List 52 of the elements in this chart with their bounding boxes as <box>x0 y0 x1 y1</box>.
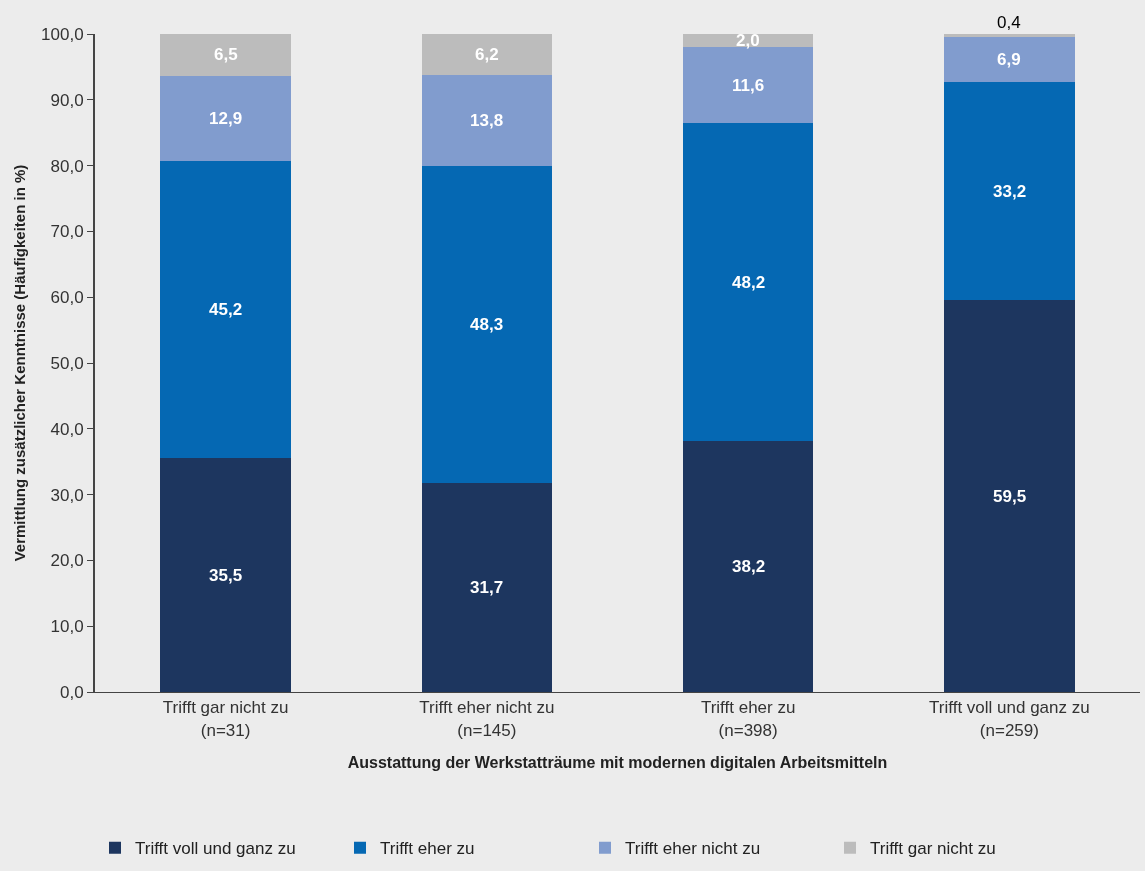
legend-label: Trifft voll und ganz zu <box>135 839 296 859</box>
y-tick-label: 10,0 <box>50 617 84 637</box>
bar <box>421 34 553 75</box>
bar <box>160 160 291 459</box>
bar <box>160 76 291 161</box>
data-label: 6,2 <box>475 45 499 64</box>
y-tick-label: 50,0 <box>50 353 84 373</box>
legend-label: Trifft gar nicht zu <box>870 839 996 859</box>
bar <box>944 34 1075 37</box>
data-label: 35,5 <box>209 566 243 585</box>
data-label: 13,8 <box>470 111 504 130</box>
bar <box>944 36 1075 83</box>
legend-label: Trifft eher nicht zu <box>625 839 761 859</box>
x-tick-label: Trifft gar nicht zu (n=31) <box>162 698 289 740</box>
x-axis-title: Ausstattung der Werkstatträume mit modernen digitalen Arbeitsmitteln <box>347 754 888 772</box>
data-label: 45,2 <box>209 300 243 319</box>
x-tick-label: Trifft voll und ganz zu (n=259) <box>929 698 1090 740</box>
bar <box>421 483 553 692</box>
y-tick-label: 0,0 <box>59 682 84 702</box>
bar <box>682 47 814 124</box>
bar <box>944 300 1075 692</box>
y-tick-label: 90,0 <box>50 90 84 110</box>
data-label: 12,9 <box>209 109 243 128</box>
legend-label: Trifft eher zu <box>380 839 475 859</box>
data-label: 33,2 <box>993 182 1027 201</box>
x-tick-label: Trifft eher nicht zu (n=145) <box>419 698 555 740</box>
y-tick-label: 80,0 <box>50 156 84 176</box>
y-tick-label: 100,0 <box>41 24 84 44</box>
bar <box>944 82 1075 301</box>
y-axis-title: Vermittlung zusätzlicher Kenntnisse (Häufigkeiten in %) <box>10 164 28 562</box>
y-tick-label: 70,0 <box>50 222 84 242</box>
data-label: 48,2 <box>732 273 766 292</box>
data-label: 6,9 <box>997 50 1021 69</box>
data-label: 2,0 <box>736 31 760 50</box>
data-label: 59,5 <box>993 487 1027 506</box>
bar <box>682 440 814 692</box>
y-tick-label: 40,0 <box>50 419 84 439</box>
bar <box>421 165 553 484</box>
data-label: 31,7 <box>470 578 504 597</box>
bar <box>421 74 553 166</box>
data-label: 0,4 <box>997 13 1021 32</box>
bar <box>160 34 291 77</box>
y-tick-label: 60,0 <box>50 288 84 308</box>
y-tick-label: 20,0 <box>50 551 84 571</box>
data-label: 38,2 <box>732 557 766 576</box>
x-tick-label: Trifft eher zu (n=398) <box>700 698 796 740</box>
data-label: 11,6 <box>732 76 765 95</box>
data-label: 6,5 <box>214 45 238 64</box>
bar <box>160 458 291 692</box>
data-label: 48,3 <box>470 315 504 334</box>
y-tick-label: 30,0 <box>50 485 84 505</box>
bar <box>682 123 814 441</box>
